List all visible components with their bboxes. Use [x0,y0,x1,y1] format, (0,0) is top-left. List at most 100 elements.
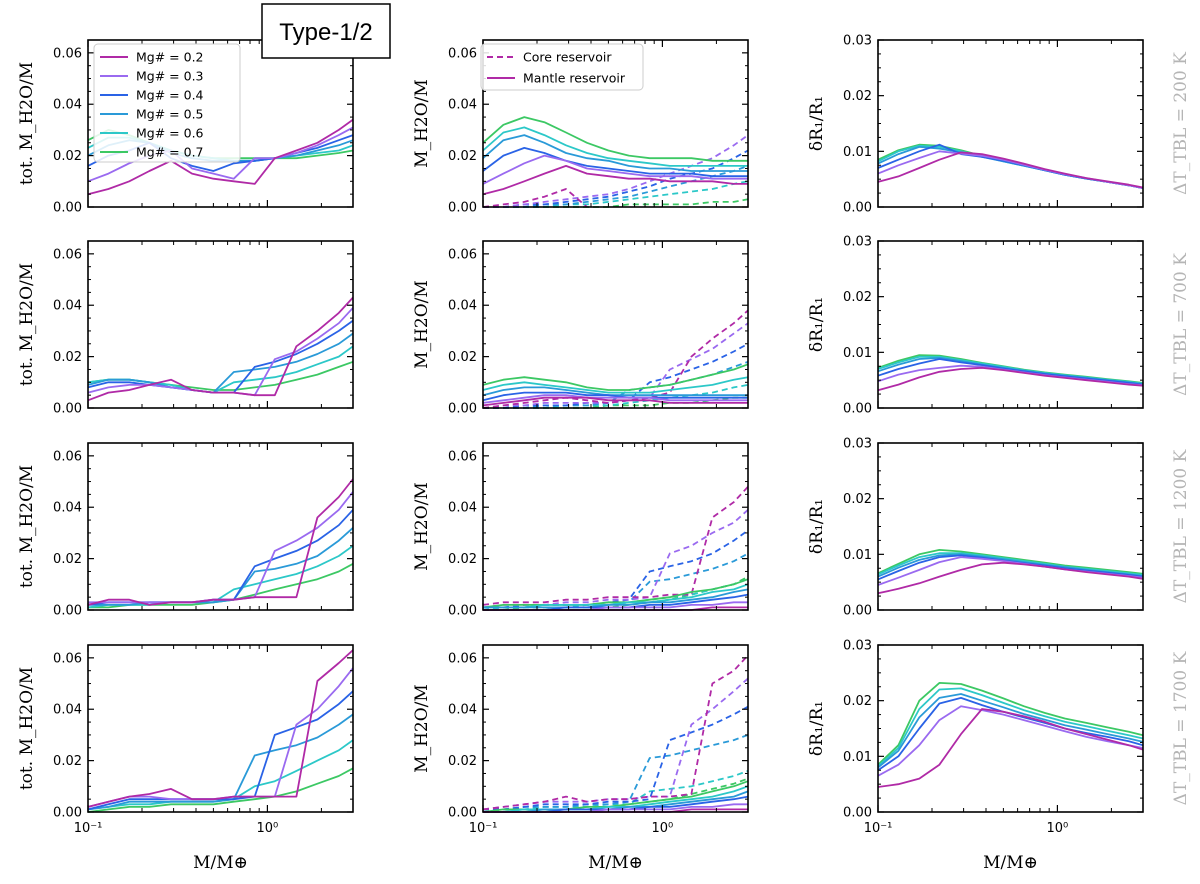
panel-total-water-row-3: 0.00 0.02 0.04 0.06 tot. M_H2O/M [17,442,354,619]
y-tick-label: 0.01 [843,750,872,765]
series-group [877,682,1144,788]
y-tick-label: 0.02 [448,754,477,769]
y-tick-label: 0.04 [448,299,477,314]
legend-label: Mantle reservoir [523,71,626,86]
x-tick-label: 10⁰ [1047,821,1069,836]
panel-reservoir-row-3: 0.00 0.02 0.04 0.06 M_H2O/M [412,442,749,619]
y-tick-label: 0.00 [53,806,82,821]
series-group [482,309,749,409]
axes-frame [482,442,749,611]
legend-frame [480,43,644,91]
dr-line-mg-0.2 [877,561,1144,595]
y-tick-label: 0.00 [448,806,477,821]
dr-line-mg-0.6 [877,552,1144,576]
series-group [482,654,749,813]
y-tick-label: 0.06 [448,651,477,666]
dr-line-mg-0.7 [877,682,1144,766]
axes-frame [482,240,749,409]
y-tick-label: 0.04 [448,98,477,113]
core-line-mg-0.4 [483,529,749,609]
core-line-mg-0.3 [482,677,749,811]
axes-frame [87,39,354,208]
legend-label: Mg# = 0.6 [136,126,204,141]
total-line-mg-0.5 [87,713,354,811]
panel-reservoir-row-1: 0.00 0.02 0.04 0.06 M_H2O/M [412,39,749,216]
y-tick-label: 0.02 [53,754,82,769]
mantle-line-mg-0.5 [482,134,748,172]
row-label: ΔT_TBL = 700 K [1171,253,1191,396]
y-axis-label: δR₁/R₁ [807,701,827,756]
dr-line-mg-0.2 [877,367,1144,392]
x-axis-label: M/M⊕ [983,853,1038,873]
total-line-mg-0.4 [87,690,354,811]
y-axis-label: M_H2O/M [412,79,432,168]
dr-line-mg-0.6 [877,687,1144,768]
dr-line-mg-0.4 [877,358,1144,386]
panel-radius-row-2: 0.00 0.01 0.02 0.03 δR₁/R₁ [807,235,1144,417]
y-tick-label: 0.04 [448,501,477,516]
y-tick-label: 0.02 [448,149,477,164]
y-axis-label: δR₁/R₁ [807,297,827,352]
x-tick-label: 10⁻¹ [74,821,103,836]
series-group [877,143,1144,189]
y-tick-label: 0.06 [53,651,82,666]
legend-label: Mg# = 0.2 [136,50,204,65]
y-tick-label: 0.00 [53,604,82,619]
y-axis-label: δR₁/R₁ [807,499,827,554]
mantle-line-mg-0.6 [483,583,749,609]
series-group [482,486,749,611]
y-tick-label: 0.04 [448,703,477,718]
total-line-mg-0.6 [87,545,354,609]
mantle-line-mg-0.7 [482,363,749,391]
y-tick-label: 0.06 [53,46,82,61]
y-axis-label: δR₁/R₁ [807,96,827,151]
axes-frame [877,644,1144,813]
y-tick-label: 0.04 [53,501,82,516]
y-tick-label: 0.02 [448,552,477,567]
legend-label: Mg# = 0.4 [136,88,204,103]
x-tick-label: 10⁰ [257,821,279,836]
y-axis-label: tot. M_H2O/M [17,667,37,790]
panel-total-water-row-4: 0.00 0.02 0.04 0.06 10⁻¹ 10⁰ tot. M_H2O/M [17,644,354,836]
y-tick-label: 0.00 [53,402,82,417]
dr-line-mg-0.5 [877,693,1144,769]
series-group [87,649,354,813]
y-tick-label: 0.06 [53,449,82,464]
y-tick-label: 0.02 [843,694,872,709]
y-tick-label: 0.06 [53,247,82,262]
y-axis-label: tot. M_H2O/M [17,465,37,588]
y-tick-label: 0.01 [843,346,872,361]
axes-frame [87,240,354,409]
x-tick-label: 10⁻¹ [469,821,498,836]
series-group [877,354,1144,392]
y-tick-label: 0.00 [843,402,872,417]
dr-line-mg-0.7 [877,549,1144,575]
y-axis-label: M_H2O/M [412,684,432,773]
total-line-mg-0.3 [88,491,354,604]
mantle-line-mg-0.5 [482,386,748,397]
y-axis-label: M_H2O/M [412,280,432,369]
y-tick-label: 0.00 [53,201,82,216]
axes-frame [87,442,354,611]
dr-line-mg-0.2 [877,708,1144,788]
total-line-mg-0.2 [87,649,354,808]
total-line-mg-0.2 [87,296,354,402]
x-axis-label: M/M⊕ [588,853,643,873]
y-tick-label: 0.00 [448,604,477,619]
legend-reservoir: Core reservoir Mantle reservoir [480,43,644,91]
y-tick-label: 0.04 [53,703,82,718]
y-tick-label: 0.02 [843,290,872,305]
y-tick-label: 0.02 [448,350,477,365]
y-axis-label: M_H2O/M [412,482,432,571]
y-tick-label: 0.04 [53,299,82,314]
y-tick-label: 0.06 [448,247,477,262]
total-line-mg-0.4 [87,319,354,394]
core-line-mg-0.2 [482,188,588,208]
core-line-mg-0.4 [483,705,749,811]
mantle-line-mg-0.4 [482,147,748,178]
x-tick-label: 10⁻¹ [864,821,893,836]
panel-reservoir-row-2: 0.00 0.02 0.04 0.06 M_H2O/M [412,240,749,417]
dr-line-mg-0.2 [877,151,1144,189]
y-tick-label: 0.00 [843,806,872,821]
total-line-mg-0.2 [87,478,354,606]
